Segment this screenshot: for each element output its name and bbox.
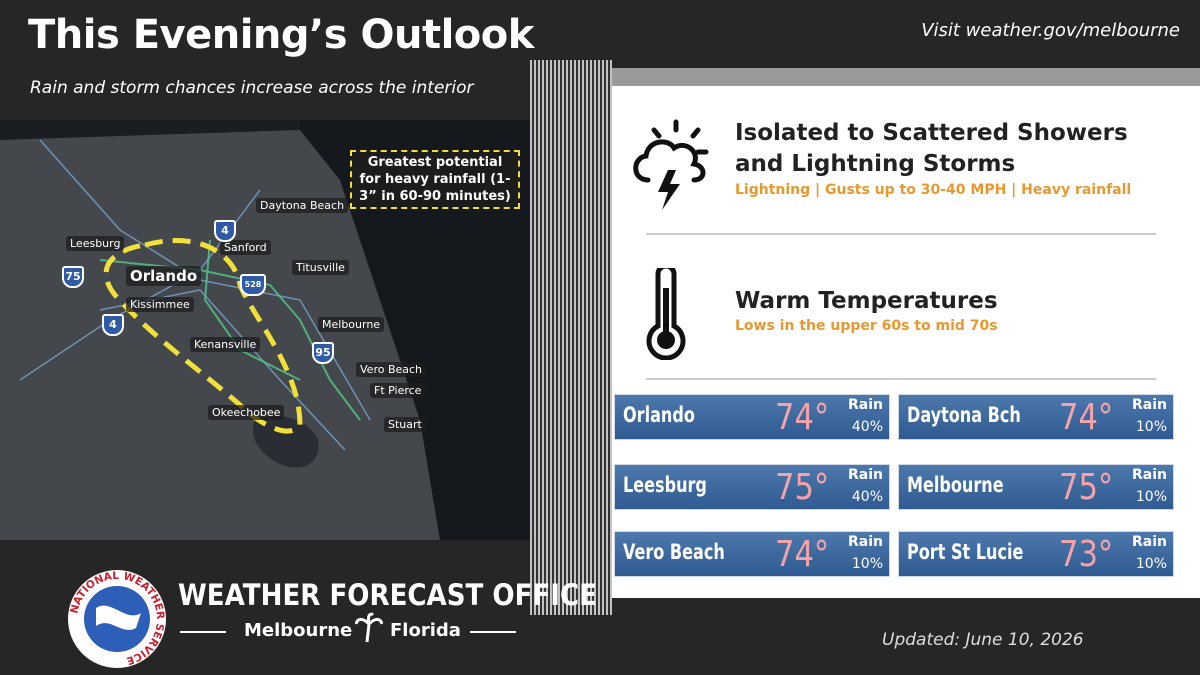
temp: 74°	[775, 534, 830, 575]
forecast-card: Melbourne 75° Rain 10%	[898, 464, 1174, 510]
office-city: Melbourne	[244, 620, 353, 641]
city-label: Kenansville	[190, 337, 261, 352]
office-state: Florida	[390, 620, 461, 641]
rain-label: Rain	[1132, 467, 1167, 483]
nws-logo: NATIONAL WEATHER SERVICE	[68, 570, 166, 668]
office-name: WEATHER FORECAST OFFICE	[178, 578, 597, 612]
hazard-detail: Lows in the upper 60s to mid 70s	[735, 318, 998, 334]
temp: 74°	[1059, 397, 1114, 438]
rain-chance: 10%	[1135, 556, 1167, 572]
highway-shield: 75	[62, 266, 84, 288]
city-label: Stuart	[384, 417, 426, 432]
highway-shield: 95	[312, 342, 334, 364]
temp: 75°	[1059, 467, 1114, 508]
city-label: Leesburg	[66, 236, 125, 251]
city-label: Titusville	[292, 260, 349, 275]
city: Melbourne	[907, 473, 1004, 497]
hazard-title-text: Isolated to Scattered Showers and Lightn…	[735, 120, 1128, 177]
temp: 73°	[1059, 534, 1114, 575]
temp: 74°	[775, 397, 830, 438]
updated: Updated: June 10, 2026	[882, 630, 1084, 650]
dither-band	[530, 60, 612, 615]
map-base	[0, 120, 530, 540]
city: Port St Lucie	[907, 540, 1024, 564]
rain-label: Rain	[848, 534, 883, 550]
subtitle: Rain and storm chances increase across t…	[30, 78, 474, 98]
callout: Greatest potential for heavy rainfall (1…	[350, 150, 520, 209]
highway-shield: 528	[240, 274, 266, 296]
divider	[646, 378, 1156, 380]
rain-label: Rain	[1132, 534, 1167, 550]
rule	[470, 631, 516, 633]
palm-icon	[355, 612, 383, 643]
highway-shield: 4	[102, 314, 124, 336]
city-label: Orlando	[126, 266, 202, 286]
rain-chance: 10%	[1135, 419, 1167, 435]
city-label: Vero Beach	[356, 362, 427, 377]
forecast-card: Leesburg 75° Rain 40%	[614, 464, 890, 510]
city-label: Okeechobee	[208, 405, 285, 420]
forecast-card: Port St Lucie 73° Rain 10%	[898, 531, 1174, 577]
rain-label: Rain	[1132, 397, 1167, 413]
hazard-title: Isolated to Scattered Showers and Lightn…	[735, 118, 1135, 180]
city-label: Sanford	[220, 240, 271, 255]
rain-chance: 10%	[851, 556, 883, 572]
forecast-card: Daytona Bch 74° Rain 10%	[898, 394, 1174, 440]
city: Vero Beach	[623, 540, 725, 564]
rain-chance: 40%	[851, 489, 883, 505]
thermometer-icon	[646, 268, 686, 360]
highway-shield: 4	[214, 220, 236, 242]
divider	[646, 233, 1156, 235]
rain-chance: 40%	[851, 419, 883, 435]
city-label: Ft Pierce	[370, 383, 426, 398]
city-label: Daytona Beach	[256, 198, 349, 213]
city: Orlando	[623, 403, 695, 427]
storm-icon	[633, 119, 709, 210]
title: This Evening’s Outlook	[28, 12, 534, 58]
hazard-detail: Lightning | Gusts up to 30-40 MPH | Heav…	[735, 182, 1132, 198]
site-link[interactable]: Visit weather.gov/melbourne	[921, 20, 1180, 41]
rule	[180, 631, 226, 633]
city-label: Melbourne	[318, 317, 385, 332]
temp: 75°	[775, 467, 830, 508]
rain-label: Rain	[848, 467, 883, 483]
forecast-card: Orlando 74° Rain 40%	[614, 394, 890, 440]
hazard-title: Warm Temperatures	[735, 288, 998, 314]
forecast-card: Vero Beach 74° Rain 10%	[614, 531, 890, 577]
rain-chance: 10%	[1135, 489, 1167, 505]
city: Leesburg	[623, 473, 707, 497]
city: Daytona Bch	[907, 403, 1021, 427]
city-label: Kissimmee	[126, 297, 194, 312]
rain-label: Rain	[848, 397, 883, 413]
